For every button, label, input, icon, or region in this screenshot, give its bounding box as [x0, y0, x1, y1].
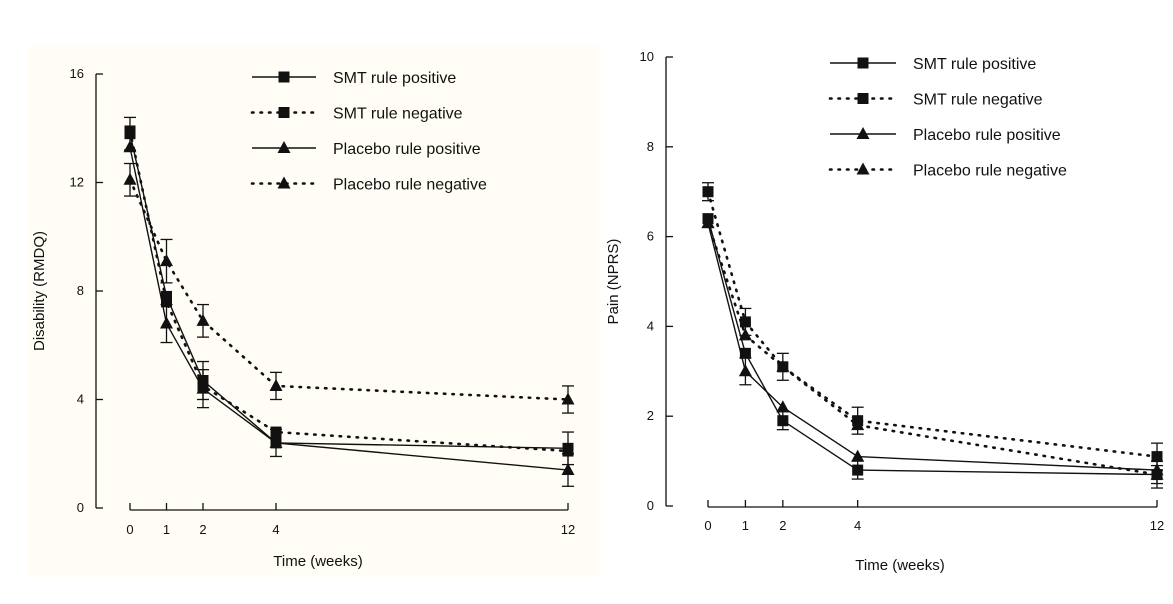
- legend: SMT rule positive SMT rule negative Placeb…: [828, 56, 1067, 180]
- left-panel-background: [28, 45, 600, 577]
- x-tick-label: 0: [126, 522, 133, 537]
- data-point: [701, 216, 715, 229]
- data-point: [561, 463, 575, 476]
- data-point: [739, 347, 751, 359]
- data-point: [702, 186, 714, 198]
- legend-marker: [856, 127, 870, 139]
- x-axis-title: Time (weeks): [855, 557, 944, 574]
- data-point: [738, 364, 752, 377]
- series-line: [128, 178, 570, 401]
- data-point: [851, 449, 865, 462]
- legend-label: Placebo rule positive: [913, 127, 1061, 144]
- data-point: [124, 125, 136, 137]
- data-point: [1151, 451, 1163, 463]
- data-point: [269, 378, 283, 391]
- legend-marker: [278, 71, 290, 83]
- y-axis-title: Disability (RMDQ): [31, 231, 48, 351]
- x-tick-label: 2: [199, 522, 206, 537]
- x-tick-label: 12: [1150, 518, 1164, 533]
- legend-marker: [277, 141, 291, 153]
- series-line: [128, 129, 570, 453]
- x-tick-label: 12: [561, 522, 575, 537]
- data-point: [777, 415, 789, 427]
- legend-marker: [857, 57, 869, 69]
- data-point: [161, 296, 172, 308]
- series-4: [123, 162, 575, 414]
- x-tick-label: 1: [163, 522, 170, 537]
- legend-marker: [856, 162, 870, 175]
- y-axis-title: Pain (NPRS): [605, 239, 622, 325]
- data-point: [196, 381, 210, 394]
- data-point: [776, 400, 790, 413]
- x-tick-label: 1: [742, 518, 749, 533]
- legend-label: Placebo rule negative: [913, 163, 1067, 180]
- data-point: [123, 140, 137, 153]
- legend: SMT rule positive SMT rule negative Placeb…: [250, 70, 487, 194]
- y-tick-label: 4: [647, 318, 654, 333]
- x-tick-label: 4: [854, 518, 861, 533]
- legend-label: SMT rule positive: [913, 56, 1036, 73]
- series-line: [706, 190, 1159, 458]
- data-point: [123, 172, 137, 185]
- legend-marker: [277, 176, 291, 189]
- y-tick-label: 0: [77, 500, 84, 515]
- y-tick-label: 0: [647, 498, 654, 513]
- data-point: [562, 445, 574, 457]
- legend-label: SMT rule negative: [333, 106, 463, 123]
- legend-marker: [857, 93, 869, 104]
- y-tick-label: 10: [640, 49, 654, 64]
- data-point: [160, 316, 173, 329]
- series-line: [706, 221, 1159, 476]
- series-line: [707, 218, 1158, 476]
- series-3: [701, 216, 1164, 476]
- series-2: [702, 182, 1163, 471]
- series-1: [702, 213, 1163, 485]
- data-point: [776, 359, 790, 372]
- series-1: [124, 116, 574, 466]
- series-3: [123, 140, 575, 487]
- data-point: [561, 392, 575, 405]
- y-tick-label: 16: [70, 66, 84, 81]
- y-tick-label: 2: [647, 408, 654, 423]
- data-point: [270, 426, 282, 438]
- series-4: [701, 216, 1164, 489]
- x-axis-title: Time (weeks): [273, 553, 362, 570]
- legend-label: Placebo rule positive: [333, 141, 481, 158]
- data-point: [851, 418, 865, 431]
- data-point: [852, 464, 864, 476]
- data-point: [269, 435, 283, 448]
- y-tick-label: 12: [70, 175, 84, 190]
- series-line: [707, 222, 1158, 471]
- x-tick-label: 4: [272, 522, 279, 537]
- y-tick-label: 4: [77, 392, 84, 407]
- data-point: [160, 254, 173, 267]
- y-tick-label: 8: [77, 283, 84, 298]
- legend-label: SMT rule positive: [333, 70, 456, 87]
- x-tick-label: 0: [704, 518, 711, 533]
- data-point: [738, 328, 752, 341]
- legend-marker: [278, 107, 290, 118]
- data-point: [739, 316, 751, 328]
- legend-label: SMT rule negative: [913, 92, 1043, 109]
- y-tick-label: 8: [647, 139, 654, 154]
- legend-label: Placebo rule negative: [333, 177, 487, 194]
- series-2: [124, 125, 574, 457]
- x-tick-label: 2: [779, 518, 786, 533]
- y-tick-label: 6: [647, 229, 654, 244]
- data-point: [1150, 467, 1164, 480]
- data-point: [196, 313, 210, 326]
